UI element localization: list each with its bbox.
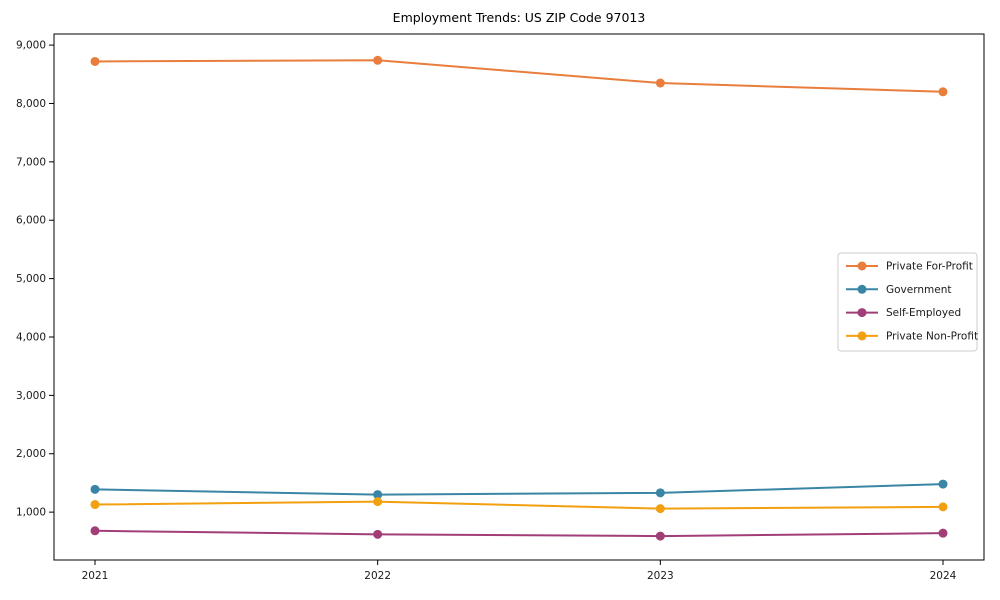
data-point-private-non-profit-2021 — [90, 500, 100, 510]
y-axis-tick-label: 2,000 — [16, 448, 46, 460]
y-axis-tick-label: 6,000 — [16, 215, 46, 227]
data-point-government-2022 — [373, 490, 383, 500]
x-axis-tick-label: 2022 — [364, 570, 391, 582]
data-point-private-for-profit-2024 — [938, 87, 948, 97]
x-axis-tick-label: 2023 — [647, 570, 674, 582]
data-point-self-employed-2021 — [90, 526, 100, 536]
series-line-government — [94, 483, 944, 496]
legend-label: Private For-Profit — [886, 261, 973, 273]
data-point-private-non-profit-2024 — [938, 502, 948, 512]
data-point-government-2021 — [90, 484, 100, 494]
legend-swatch-marker — [857, 284, 867, 294]
data-point-self-employed-2023 — [655, 531, 665, 541]
series-line-private-non-profit — [94, 500, 944, 510]
y-axis-tick-label: 7,000 — [16, 156, 46, 168]
legend-label: Government — [886, 284, 951, 296]
y-axis-tick-label: 3,000 — [16, 390, 46, 402]
legend-swatch-marker — [857, 331, 867, 341]
series-line-private-for-profit — [94, 59, 944, 93]
legend-label: Self-Employed — [886, 307, 961, 319]
data-point-private-for-profit-2022 — [373, 55, 383, 65]
legend-swatch-marker — [857, 261, 867, 271]
y-axis-tick-label: 1,000 — [16, 507, 46, 519]
series-line-self-employed — [94, 529, 944, 538]
data-point-private-non-profit-2022 — [373, 497, 383, 507]
chart-title: Employment Trends: US ZIP Code 97013 — [393, 10, 646, 25]
data-point-private-for-profit-2023 — [655, 78, 665, 88]
x-axis-tick-label: 2024 — [930, 570, 957, 582]
data-point-self-employed-2022 — [373, 529, 383, 539]
data-point-self-employed-2024 — [938, 528, 948, 538]
plot-area — [53, 33, 985, 561]
y-axis-tick-label: 8,000 — [16, 98, 46, 110]
y-axis-tick-label: 9,000 — [16, 40, 46, 52]
data-point-private-for-profit-2021 — [90, 56, 100, 66]
x-axis-tick-label: 2021 — [82, 570, 109, 582]
data-point-government-2024 — [938, 479, 948, 489]
data-point-private-non-profit-2023 — [655, 504, 665, 514]
data-point-government-2023 — [655, 488, 665, 498]
legend-box — [837, 252, 978, 352]
legend-label: Private Non-Profit — [886, 330, 978, 342]
legend-item-private-for-profit: Private For-Profit — [846, 261, 973, 273]
legend: Private For-Profit Government Self-Employe… — [837, 252, 978, 352]
y-axis-tick-label: 4,000 — [16, 331, 46, 343]
legend-item-self-employed: Self-Employed — [846, 307, 961, 319]
legend-item-private-non-profit: Private Non-Profit — [846, 330, 978, 342]
legend-item-government: Government — [846, 284, 951, 296]
y-axis-tick-label: 5,000 — [16, 273, 46, 285]
legend-swatch-marker — [857, 308, 867, 318]
